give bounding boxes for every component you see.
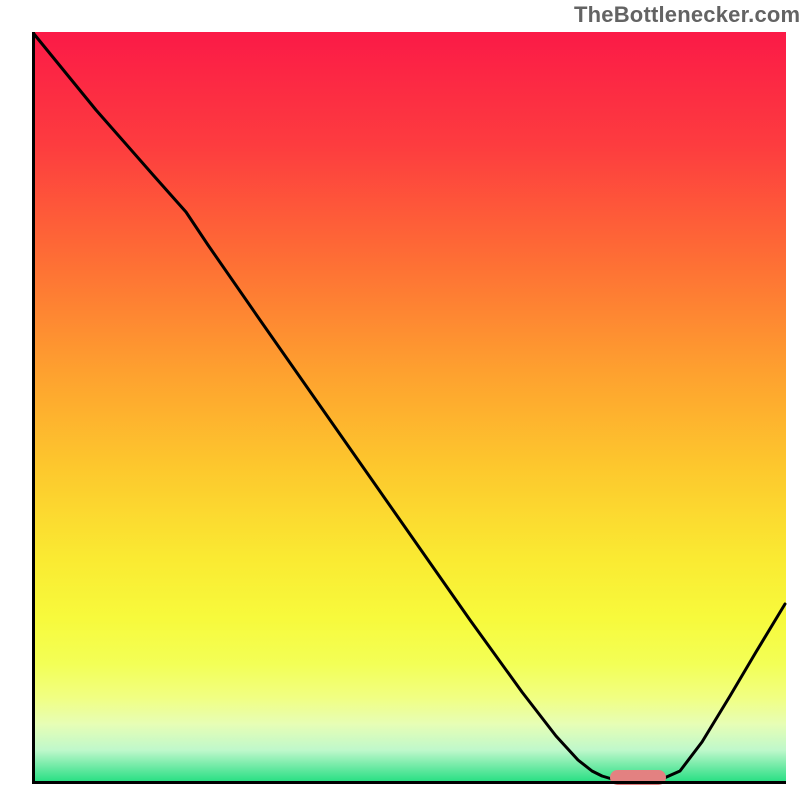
plot-area: [32, 32, 786, 784]
x-axis: [32, 781, 786, 784]
curve-svg: [32, 32, 786, 784]
bottleneck-curve: [34, 34, 785, 780]
watermark-text: TheBottlenecker.com: [574, 2, 800, 28]
chart-container: TheBottlenecker.com: [0, 0, 800, 800]
y-axis: [32, 32, 35, 784]
